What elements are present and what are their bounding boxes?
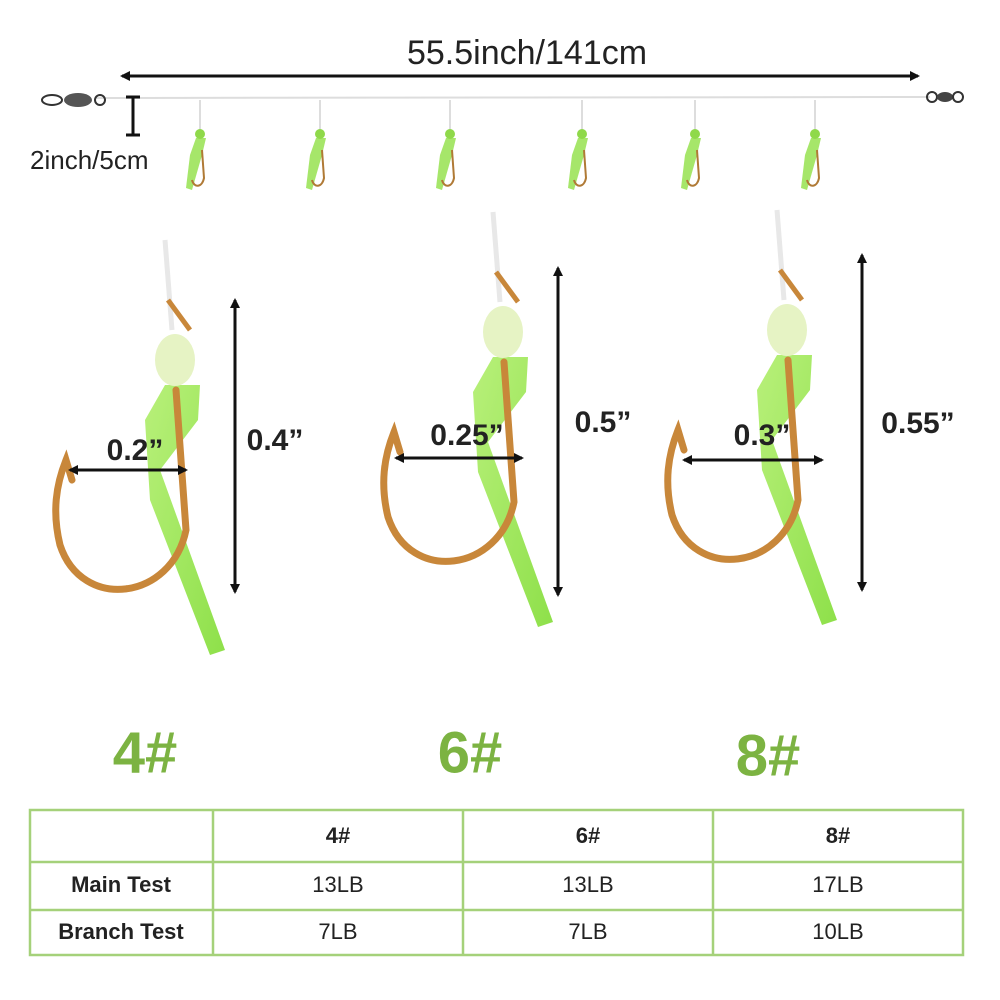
size-label: 8# bbox=[736, 723, 801, 788]
table-cell: 10LB bbox=[812, 919, 863, 944]
spec-table: 4# 6# 8# Main Test 13LB 13LB 17LB Branch… bbox=[28, 808, 965, 957]
mini-lure bbox=[680, 99, 702, 191]
table-cell: 7LB bbox=[318, 919, 357, 944]
table-cell: 7LB bbox=[568, 919, 607, 944]
hook bbox=[668, 210, 837, 625]
length-label: 0.55” bbox=[881, 407, 954, 440]
mini-lure bbox=[185, 99, 207, 191]
mini-lure bbox=[567, 99, 589, 191]
length-label: 0.4” bbox=[247, 424, 304, 457]
spacing-label: 2inch/5cm bbox=[30, 145, 149, 175]
table-header: 4# bbox=[326, 823, 350, 848]
length-label: 55.5inch/141cm bbox=[407, 34, 647, 72]
mini-lure bbox=[800, 99, 822, 191]
size-label: 4# bbox=[113, 720, 178, 785]
table-header: 6# bbox=[576, 823, 600, 848]
length-label: 0.5” bbox=[575, 406, 632, 439]
mini-lure bbox=[435, 99, 457, 191]
table-cell: 13LB bbox=[562, 872, 613, 897]
gap-label: 0.3” bbox=[734, 419, 791, 452]
row-label: Branch Test bbox=[58, 919, 184, 944]
table-header: 8# bbox=[826, 823, 850, 848]
table-cell: 13LB bbox=[312, 872, 363, 897]
swivel bbox=[926, 91, 964, 103]
gap-label: 0.2” bbox=[107, 434, 164, 467]
size-label: 6# bbox=[438, 720, 503, 785]
swivel bbox=[41, 93, 106, 107]
main-line bbox=[94, 96, 931, 99]
table-cell: 17LB bbox=[812, 872, 863, 897]
mini-lure bbox=[305, 99, 327, 191]
row-label: Main Test bbox=[71, 872, 172, 897]
gap-label: 0.25” bbox=[430, 419, 503, 452]
